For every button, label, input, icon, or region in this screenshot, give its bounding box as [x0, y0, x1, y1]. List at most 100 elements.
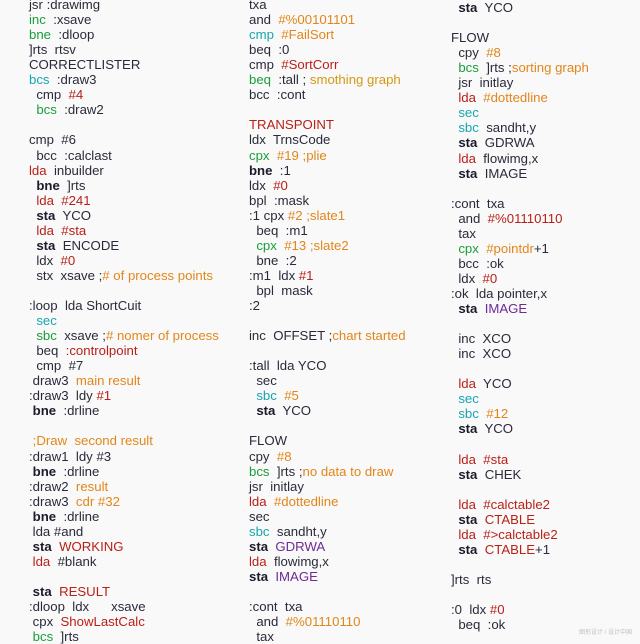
code-token: TRANSPOINT: [249, 117, 334, 133]
code-line: sta ENCODE: [29, 238, 119, 253]
code-token: [270, 358, 277, 373]
code-token: :ok: [486, 255, 504, 271]
code-line: cmp #SortCorr: [249, 57, 338, 72]
code-token: ldx: [451, 270, 476, 286]
code-token: rts: [476, 571, 492, 587]
code-token: sbc: [249, 388, 277, 404]
code-token: #7: [68, 358, 84, 374]
code-token: flowimg,x: [273, 553, 329, 569]
code-line: sta WORKING: [29, 539, 124, 554]
code-token: [477, 166, 484, 181]
code-token: plie: [306, 147, 327, 163]
code-token: IMAGE: [484, 165, 528, 181]
code-token: [69, 373, 76, 388]
code-token: lda pointer,x: [475, 285, 548, 301]
code-token: mask: [281, 282, 313, 298]
code-token: cmp: [29, 87, 62, 103]
code-line: :draw2 result: [29, 479, 108, 494]
code-line: cmp #FailSort: [249, 27, 334, 42]
code-line: beq :ok: [451, 617, 505, 632]
code-token: [50, 72, 57, 87]
code-token: bne: [29, 403, 57, 419]
code-line: sta YCO: [249, 403, 311, 418]
code-token: ShowLastCalc: [60, 614, 145, 630]
code-token: cmp: [29, 132, 54, 148]
code-token: cmp: [249, 57, 274, 73]
code-line: ldx TrnsCode: [249, 132, 330, 147]
code-token: sec: [249, 508, 270, 524]
code-token: #0: [60, 252, 76, 268]
code-token: sta: [249, 538, 269, 554]
code-token: sta: [29, 207, 56, 223]
code-line: sta CTABLE+1: [451, 542, 550, 557]
code-token: #4: [68, 87, 84, 103]
code-token: slate1: [309, 207, 346, 223]
code-token: #19 ;: [276, 147, 307, 163]
code-line: and #%00101101: [249, 12, 355, 27]
code-token: [58, 343, 65, 358]
code-token: bpl: [249, 192, 267, 208]
code-token: [477, 542, 484, 557]
code-token: :1 cpx: [249, 207, 285, 223]
code-token: cpy: [249, 448, 270, 464]
code-token: :draw3: [29, 388, 69, 404]
code-token: sta: [451, 421, 478, 437]
code-token: :loop: [29, 298, 58, 313]
code-token: cpx: [249, 237, 277, 253]
code-token: :draw3: [29, 493, 69, 509]
code-token: rtsv: [54, 42, 76, 58]
code-token: [480, 211, 487, 226]
code-line: bcs ]rts ;sorting graph: [451, 60, 589, 75]
code-line: sec: [29, 313, 57, 328]
code-line: sbc sandht,y: [451, 120, 536, 135]
code-line: ;Draw second result: [29, 433, 153, 448]
code-token: :cont: [249, 599, 278, 614]
code-token: :dloop: [29, 599, 65, 614]
code-token: #8: [486, 45, 501, 61]
code-line: sbc #12: [451, 406, 508, 421]
code-line: sbc #5: [249, 388, 299, 403]
code-token: XCO: [482, 331, 512, 347]
code-line: cpx #pointdr+1: [451, 241, 549, 256]
watermark: 图形设计 / 设计中国: [578, 630, 632, 636]
code-token: xsave ;: [64, 328, 106, 344]
code-token: lda: [29, 192, 54, 208]
code-token: :drline: [63, 403, 100, 419]
code-token: :m1: [249, 267, 271, 283]
code-token: [477, 467, 484, 482]
code-token: CTABLE: [484, 541, 536, 557]
code-token: :dloop: [58, 27, 95, 43]
code-line: lda #>calctable2: [451, 527, 557, 542]
code-token: #blank: [57, 553, 97, 569]
code-token: and: [249, 614, 279, 630]
code-token: YCO: [483, 376, 512, 392]
code-token: bpl: [249, 282, 274, 298]
code-token: and: [249, 12, 272, 28]
code-token: sandht,y: [486, 120, 537, 136]
code-token: :1: [279, 162, 291, 178]
code-token: #%00101101: [278, 12, 356, 28]
code-token: YCO: [62, 207, 92, 223]
code-token: txa: [249, 0, 267, 12]
code-token: sta: [451, 165, 478, 181]
code-line: lda inbuilder: [29, 163, 104, 178]
code-token: [52, 584, 59, 599]
code-token: no data to draw: [302, 463, 394, 479]
code-token: FLOW: [451, 30, 490, 46]
code-line: jsr initlay: [451, 75, 513, 90]
code-line: ]rts rtsv: [29, 42, 76, 57]
code-token: ]rts: [29, 42, 48, 58]
code-token: #2 ;: [287, 207, 310, 223]
code-token: [270, 87, 277, 102]
code-line: lda #dottedline: [451, 90, 547, 105]
code-token: :cont: [451, 195, 480, 211]
code-token: :ok: [451, 285, 469, 301]
code-token: ;Draw: [29, 433, 68, 449]
code-line: CORRECTLISTER: [29, 57, 140, 72]
code-token: lda: [249, 553, 267, 569]
code-token: inc: [451, 346, 476, 362]
code-token: ldx: [72, 599, 90, 614]
code-token: sta: [451, 541, 478, 557]
code-token: #8: [276, 448, 292, 464]
code-token: [472, 75, 479, 90]
